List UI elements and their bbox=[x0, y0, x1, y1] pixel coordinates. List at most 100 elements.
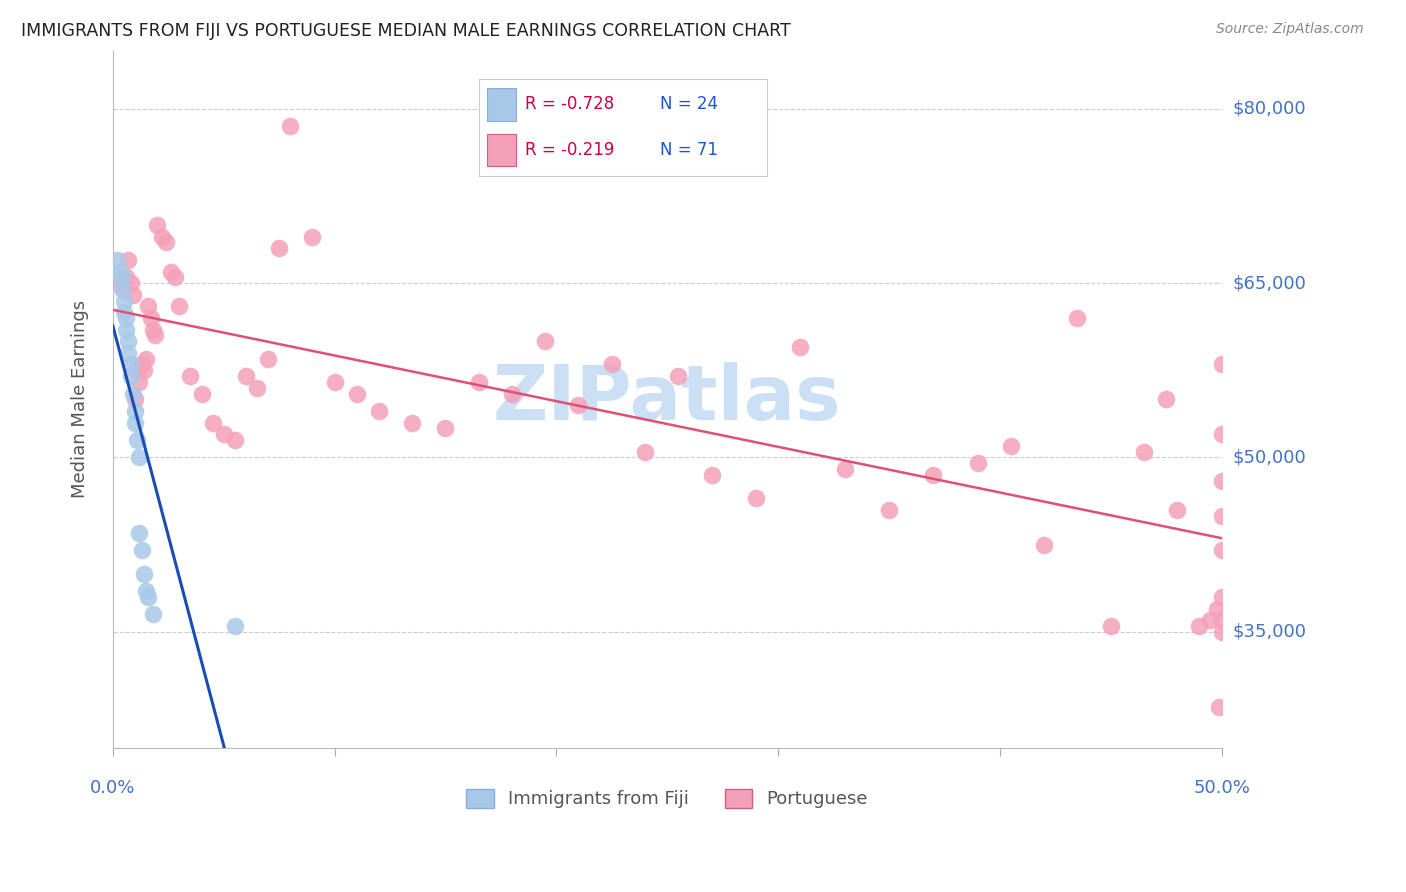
Point bbox=[700, 467, 723, 482]
Point bbox=[212, 427, 235, 442]
Point bbox=[135, 351, 157, 366]
Point bbox=[224, 619, 246, 633]
Point bbox=[246, 381, 269, 395]
Point bbox=[127, 433, 149, 447]
Point bbox=[121, 287, 143, 301]
Text: 50.0%: 50.0% bbox=[1194, 779, 1250, 797]
Point bbox=[132, 363, 155, 377]
Point bbox=[1211, 358, 1233, 372]
Point bbox=[666, 369, 689, 384]
Point bbox=[1206, 601, 1229, 615]
Point bbox=[117, 346, 139, 360]
Point bbox=[1211, 508, 1233, 523]
Point bbox=[124, 404, 146, 418]
Point bbox=[346, 386, 368, 401]
Point bbox=[128, 450, 150, 465]
Point bbox=[131, 543, 153, 558]
Point bbox=[1199, 613, 1222, 627]
Point bbox=[132, 566, 155, 581]
Point bbox=[146, 218, 169, 232]
Point bbox=[139, 311, 162, 326]
Point bbox=[1166, 502, 1188, 516]
Point bbox=[301, 229, 323, 244]
Point bbox=[127, 363, 149, 377]
Point bbox=[201, 416, 224, 430]
Y-axis label: Median Male Earnings: Median Male Earnings bbox=[72, 301, 89, 499]
Point bbox=[278, 120, 301, 134]
Point bbox=[368, 404, 391, 418]
Point bbox=[150, 229, 173, 244]
Point bbox=[323, 375, 346, 389]
Point bbox=[124, 392, 146, 407]
Point bbox=[163, 270, 186, 285]
Text: $35,000: $35,000 bbox=[1233, 623, 1306, 640]
Point bbox=[179, 369, 201, 384]
Point bbox=[600, 358, 623, 372]
Text: Source: ZipAtlas.com: Source: ZipAtlas.com bbox=[1216, 22, 1364, 37]
Point bbox=[159, 264, 181, 278]
Point bbox=[1188, 619, 1211, 633]
Point bbox=[235, 369, 257, 384]
Point bbox=[224, 433, 246, 447]
Point bbox=[117, 252, 139, 267]
Point bbox=[1066, 311, 1088, 326]
Point bbox=[105, 252, 128, 267]
Point bbox=[112, 282, 135, 296]
Point bbox=[467, 375, 489, 389]
Point bbox=[115, 311, 138, 326]
Point bbox=[135, 584, 157, 599]
Point bbox=[142, 607, 165, 622]
Point bbox=[169, 299, 191, 313]
Point bbox=[136, 299, 159, 313]
Point bbox=[136, 590, 159, 604]
Point bbox=[501, 386, 523, 401]
Point bbox=[111, 276, 134, 290]
Point bbox=[1211, 624, 1233, 639]
Point bbox=[190, 386, 212, 401]
Point bbox=[789, 340, 811, 354]
Point bbox=[1211, 474, 1233, 488]
Point bbox=[121, 386, 143, 401]
Point bbox=[1033, 538, 1056, 552]
Point bbox=[534, 334, 557, 349]
Point bbox=[434, 421, 457, 435]
Point bbox=[1099, 619, 1122, 633]
Point bbox=[111, 282, 134, 296]
Text: $80,000: $80,000 bbox=[1233, 100, 1306, 118]
Point bbox=[745, 491, 768, 505]
Point bbox=[111, 270, 134, 285]
Point bbox=[257, 351, 280, 366]
Point bbox=[124, 416, 146, 430]
Point bbox=[143, 328, 166, 343]
Text: $50,000: $50,000 bbox=[1233, 449, 1306, 467]
Point bbox=[834, 462, 856, 476]
Point bbox=[877, 502, 900, 516]
Point bbox=[922, 467, 945, 482]
Point bbox=[1154, 392, 1177, 407]
Point bbox=[401, 416, 423, 430]
Point bbox=[966, 456, 988, 470]
Text: 0.0%: 0.0% bbox=[90, 779, 135, 797]
Point bbox=[142, 323, 165, 337]
Point bbox=[1211, 427, 1233, 442]
Text: $65,000: $65,000 bbox=[1233, 274, 1306, 293]
Point bbox=[1133, 444, 1156, 458]
Point bbox=[112, 293, 135, 308]
Point bbox=[131, 358, 153, 372]
Point bbox=[1208, 700, 1230, 714]
Point bbox=[128, 375, 150, 389]
Point bbox=[1000, 439, 1022, 453]
Point bbox=[120, 276, 142, 290]
Point bbox=[1211, 590, 1233, 604]
Point bbox=[567, 398, 589, 412]
Point bbox=[1211, 543, 1233, 558]
Point bbox=[120, 369, 142, 384]
Point bbox=[108, 264, 131, 278]
Point bbox=[269, 241, 291, 255]
Point bbox=[120, 358, 142, 372]
Text: ZIPatlas: ZIPatlas bbox=[494, 362, 842, 436]
Point bbox=[155, 235, 177, 250]
Point bbox=[112, 305, 135, 319]
Text: IMMIGRANTS FROM FIJI VS PORTUGUESE MEDIAN MALE EARNINGS CORRELATION CHART: IMMIGRANTS FROM FIJI VS PORTUGUESE MEDIA… bbox=[21, 22, 790, 40]
Point bbox=[634, 444, 657, 458]
